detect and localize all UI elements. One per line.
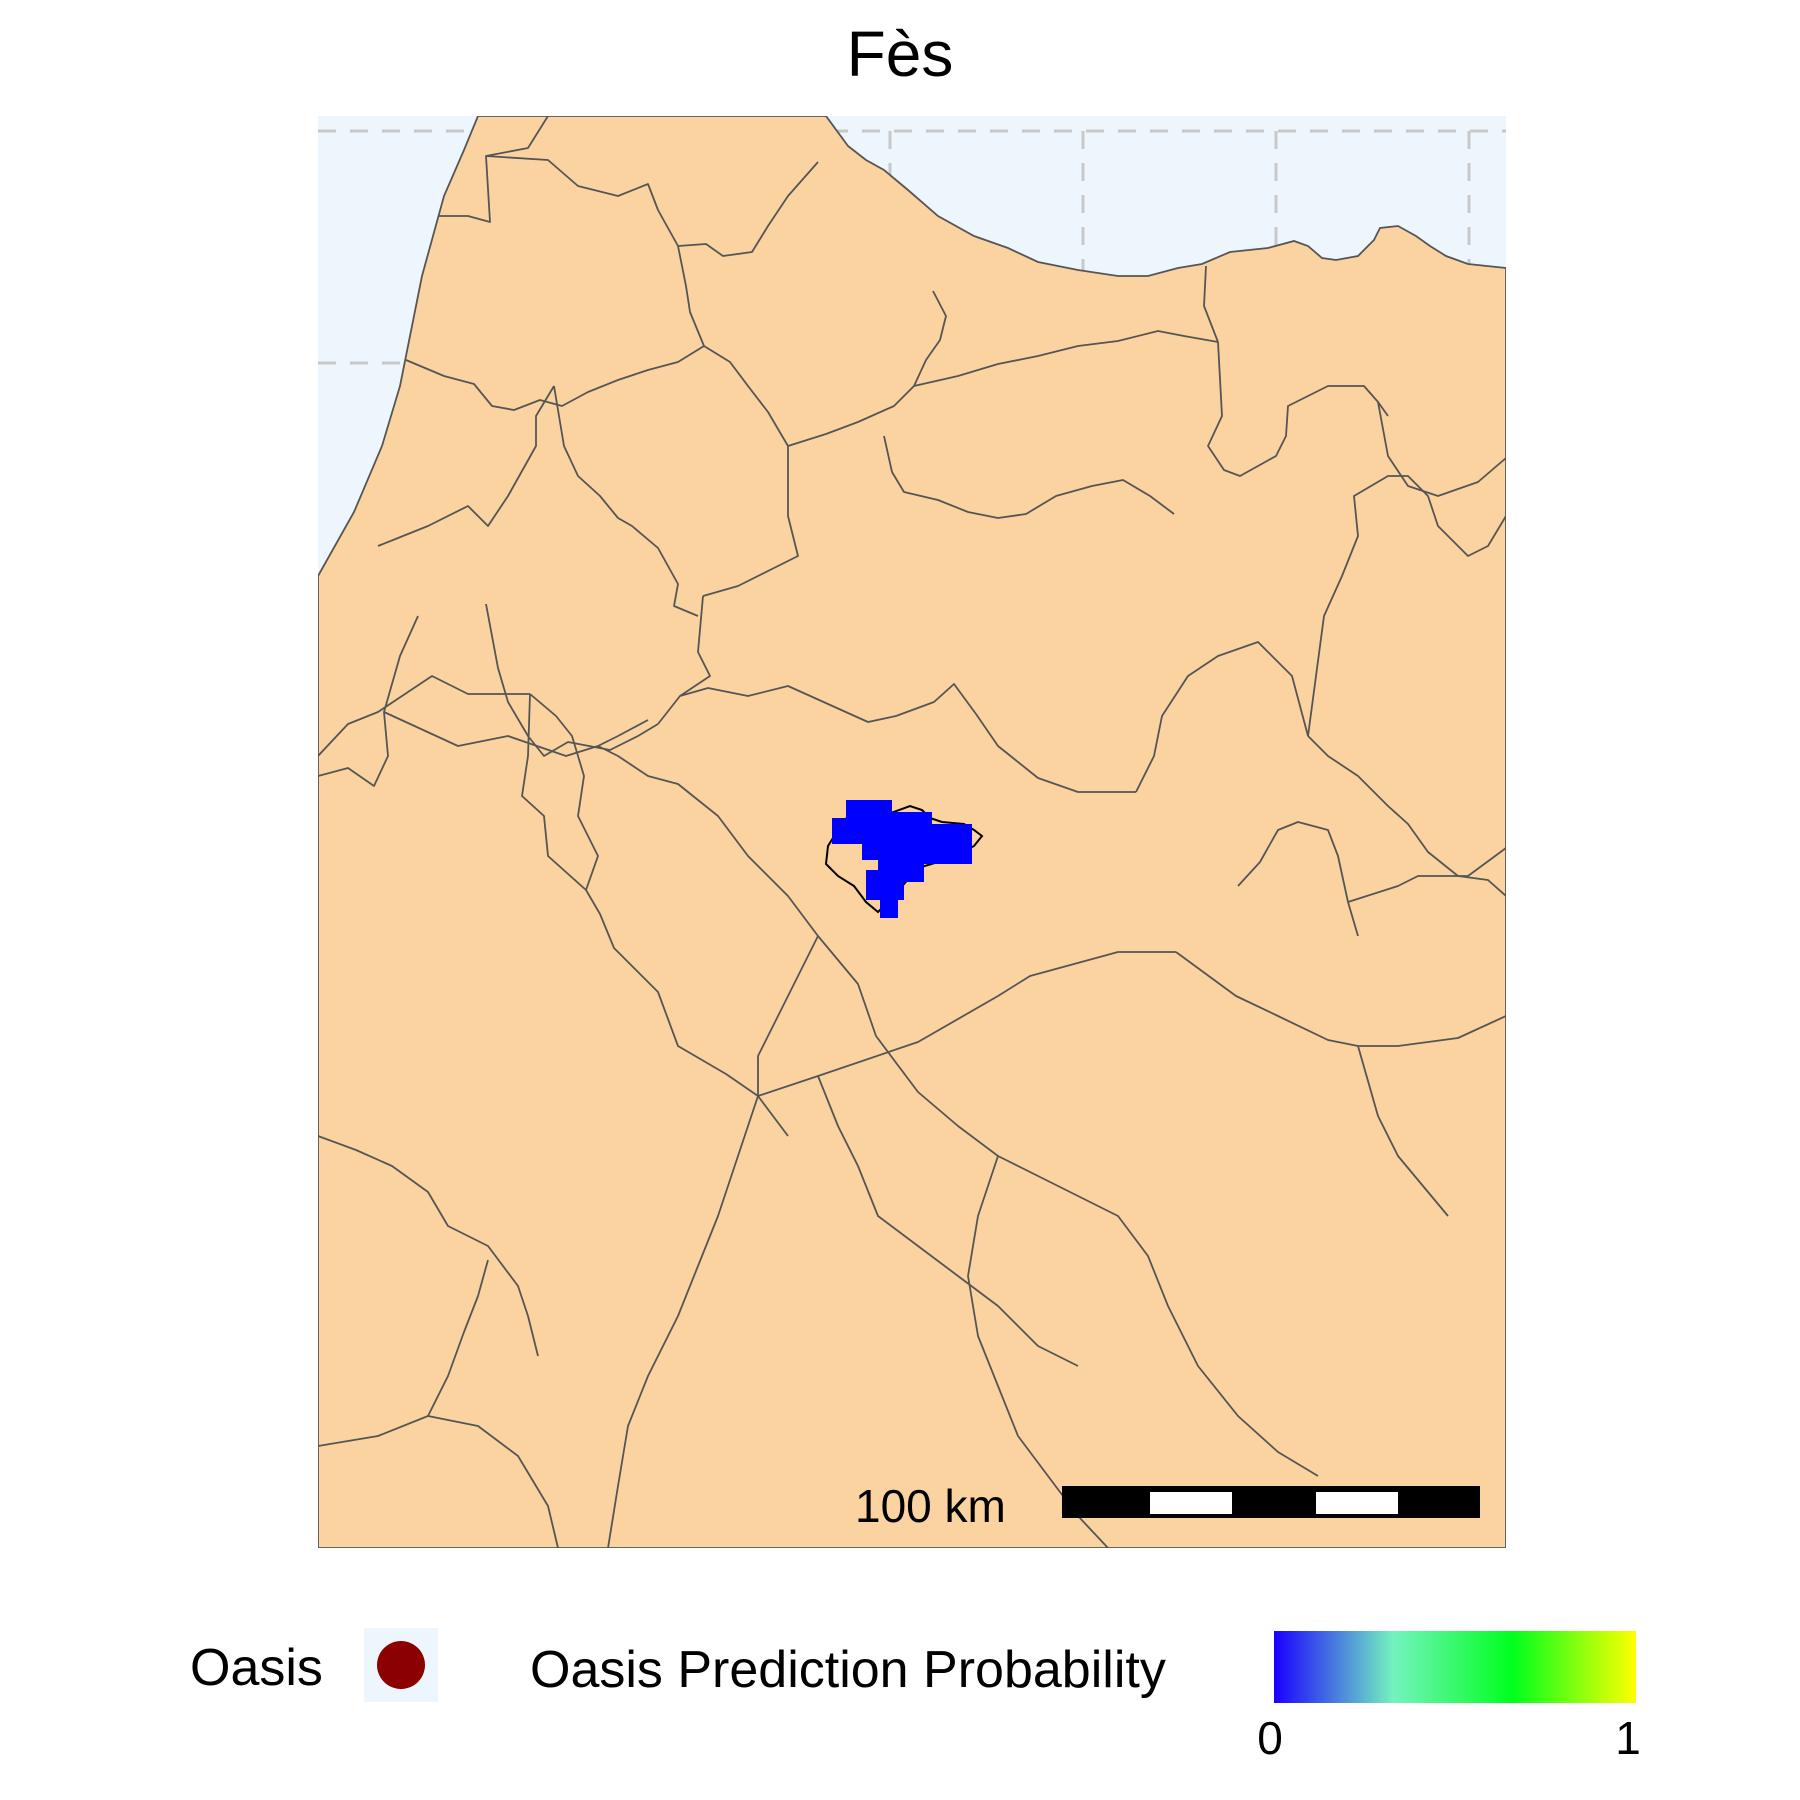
legend-probability-label: Oasis Prediction Probability [530,1641,1166,1699]
scale-bar-segment [1316,1492,1398,1514]
oasis-point-icon [377,1641,425,1689]
region-borders [318,116,1506,1548]
scale-bar-label: 100 km [855,1480,1006,1532]
probability-colorbar [1274,1631,1636,1703]
prediction-raster [832,800,972,918]
scale-bar-segment [1150,1492,1232,1514]
fes-prefecture-outline [824,800,984,914]
map-title: Fès [846,18,954,90]
colorbar-tick-max: 1 [1615,1712,1641,1764]
map-panel[interactable] [318,116,1506,1548]
map-canvas [318,116,1506,1548]
colorbar-tick-min: 0 [1257,1712,1283,1764]
legend-oasis-key [364,1628,438,1702]
scale-bar [1062,1486,1480,1518]
legend-oasis-label: Oasis [190,1639,323,1697]
